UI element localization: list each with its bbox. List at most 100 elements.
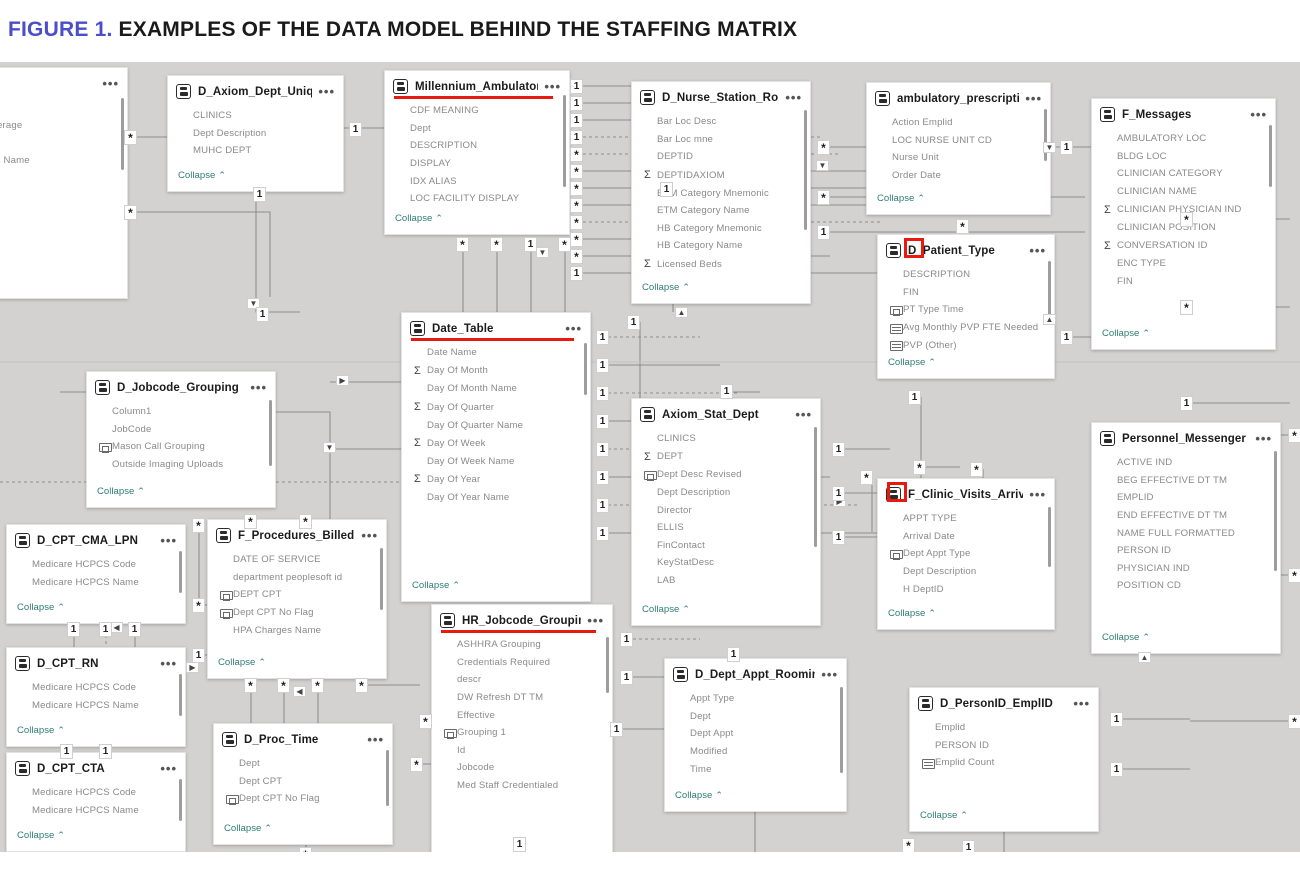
cardinality-badge-one[interactable]: 1	[596, 386, 609, 401]
table-more-menu-icon[interactable]: •••	[795, 406, 812, 422]
field-row[interactable]: PERSON ID	[910, 737, 1098, 755]
field-list-scrollbar[interactable]	[563, 95, 566, 187]
field-row[interactable]: Order Date	[867, 167, 1050, 185]
table-card-axiom_stat_dept[interactable]: Axiom_Stat_Dept ••• CLINICS DEPT Dept Desc R…	[631, 398, 821, 626]
cross-filter-arrow-left-icon[interactable]: ◀	[293, 686, 306, 697]
field-row[interactable]: Day Of Quarter	[402, 398, 590, 417]
cardinality-badge-one[interactable]: 1	[596, 470, 609, 485]
cardinality-badge-many[interactable]: *	[124, 130, 137, 145]
field-row[interactable]: ASHHRA Grouping	[432, 636, 612, 654]
table-card-odb[interactable]: _ODB ••• Group Group Average ter Name ent Ser…	[0, 67, 128, 299]
field-row[interactable]: BEG EFFECTIVE DT TM	[1092, 472, 1280, 490]
table-header[interactable]: D_CPT_CMA_LPN •••	[7, 525, 185, 552]
field-list-scrollbar[interactable]	[1048, 507, 1051, 567]
field-row[interactable]: Day Of Month	[402, 362, 590, 381]
cardinality-badge-many[interactable]: *	[817, 140, 830, 155]
table-more-menu-icon[interactable]: •••	[1029, 486, 1046, 502]
collapse-link[interactable]: Collapse ⌃	[632, 600, 698, 623]
collapse-link[interactable]: Collapse ⌃	[87, 482, 153, 505]
table-card-d_axiom_dept_unique[interactable]: D_Axiom_Dept_Unique ••• CLINICS Dept Descri…	[167, 75, 344, 192]
field-row[interactable]: CLINICIAN CATEGORY	[1092, 165, 1275, 183]
cross-filter-arrow-down-icon[interactable]: ▼	[323, 442, 336, 453]
field-list-scrollbar[interactable]	[179, 779, 182, 821]
field-list-scrollbar[interactable]	[1269, 125, 1272, 187]
table-more-menu-icon[interactable]: •••	[1029, 242, 1046, 258]
collapse-link[interactable]: Collapse ⌃	[878, 353, 944, 376]
cross-filter-arrow-right-icon[interactable]: ▶	[186, 662, 199, 673]
table-more-menu-icon[interactable]: •••	[1073, 695, 1090, 711]
field-row[interactable]: Dept	[385, 120, 569, 138]
table-more-menu-icon[interactable]: •••	[1250, 106, 1267, 122]
table-more-menu-icon[interactable]: •••	[785, 89, 802, 105]
cardinality-badge-many[interactable]: *	[970, 462, 983, 477]
table-card-d_proc_time[interactable]: D_Proc_Time ••• Dept Dept CPT Dept CPT No Fl…	[213, 723, 393, 845]
table-more-menu-icon[interactable]: •••	[250, 379, 267, 395]
table-card-d_cpt_rn[interactable]: D_CPT_RN ••• Medicare HCPCS Code Medicare H…	[6, 647, 186, 747]
field-row[interactable]: ELLIS	[632, 519, 820, 537]
field-row[interactable]: HPA Charges Name	[208, 621, 386, 639]
field-row[interactable]: END EFFECTIVE DT TM	[1092, 507, 1280, 525]
field-row[interactable]: DEPT CPT	[208, 586, 386, 604]
cardinality-badge-many[interactable]: *	[1180, 212, 1193, 227]
field-row[interactable]: Jobcode	[432, 759, 612, 777]
field-row[interactable]: department peoplesoft id	[208, 569, 386, 587]
field-row[interactable]: ent Series Name	[0, 152, 127, 170]
cardinality-badge-one[interactable]: 1	[570, 130, 583, 145]
field-row[interactable]: Dept Description	[632, 484, 820, 502]
field-row[interactable]: descr	[432, 671, 612, 689]
field-row[interactable]: DESCRIPTION	[878, 266, 1054, 284]
cardinality-badge-one[interactable]: 1	[610, 722, 623, 737]
collapse-link[interactable]: Collapse ⌃	[208, 653, 274, 676]
table-more-menu-icon[interactable]: •••	[587, 612, 604, 628]
cardinality-badge-one[interactable]: 1	[832, 530, 845, 545]
cardinality-badge-many[interactable]: *	[570, 215, 583, 230]
table-header[interactable]: F_Clinic_Visits_Arrived •••	[878, 479, 1054, 506]
field-row[interactable]: BLDG LOC	[1092, 148, 1275, 166]
field-list-scrollbar[interactable]	[179, 674, 182, 716]
cardinality-badge-one[interactable]: 1	[908, 390, 921, 405]
field-list-scrollbar[interactable]	[269, 400, 272, 466]
cross-filter-arrow-up-icon[interactable]: ▲	[1138, 652, 1151, 663]
cardinality-badge-one[interactable]: 1	[596, 330, 609, 345]
table-card-d_dept_appt_rooming[interactable]: D_Dept_Appt_Rooming ••• Appt Type Dept Dept …	[664, 658, 847, 812]
cardinality-badge-many[interactable]: *	[1288, 428, 1300, 443]
field-row[interactable]: Day Of Week Name	[402, 453, 590, 471]
field-row[interactable]: DEPTIDAXIOM	[632, 166, 810, 185]
table-more-menu-icon[interactable]: •••	[1025, 90, 1042, 106]
table-header[interactable]: Axiom_Stat_Dept •••	[632, 399, 820, 426]
cardinality-badge-one[interactable]: 1	[817, 225, 830, 240]
cardinality-badge-many[interactable]: *	[299, 514, 312, 529]
field-list-scrollbar[interactable]	[121, 98, 124, 170]
field-row[interactable]: Appt Type	[665, 690, 846, 708]
cardinality-badge-one[interactable]: 1	[1110, 762, 1123, 777]
field-list-scrollbar[interactable]	[386, 750, 389, 806]
field-row[interactable]: Day Of Year	[402, 470, 590, 489]
field-row[interactable]: Day Of Quarter Name	[402, 416, 590, 434]
field-row[interactable]: Action Emplid	[867, 114, 1050, 132]
cardinality-badge-one[interactable]: 1	[962, 840, 975, 852]
cross-filter-arrow-down-icon[interactable]: ▼	[1043, 142, 1056, 153]
table-more-menu-icon[interactable]: •••	[160, 655, 177, 671]
cardinality-badge-many[interactable]: *	[244, 678, 257, 693]
collapse-link[interactable]: Collapse ⌃	[168, 166, 234, 189]
collapse-link[interactable]: Collapse ⌃	[1092, 324, 1158, 347]
cardinality-badge-many[interactable]: *	[913, 460, 926, 475]
cardinality-badge-one[interactable]: 1	[570, 113, 583, 128]
cardinality-badge-one[interactable]: 1	[1060, 330, 1073, 345]
cardinality-badge-many[interactable]: *	[244, 514, 257, 529]
cardinality-badge-many[interactable]: *	[419, 714, 432, 729]
cardinality-badge-one[interactable]: 1	[660, 182, 673, 197]
field-row[interactable]: ENC TYPE	[1092, 255, 1275, 273]
collapse-link[interactable]: Collapse ⌃	[910, 806, 976, 829]
table-header[interactable]: D_Proc_Time •••	[214, 724, 392, 751]
cardinality-badge-many[interactable]: *	[355, 678, 368, 693]
field-list-scrollbar[interactable]	[1274, 451, 1277, 571]
cardinality-badge-one[interactable]: 1	[620, 632, 633, 647]
field-row[interactable]: HB Category Mnemonic	[632, 220, 810, 238]
field-row[interactable]: Dept Appt	[665, 725, 846, 743]
field-row[interactable]: Emplid	[910, 719, 1098, 737]
field-row[interactable]: Medicare HCPCS Name	[7, 802, 185, 820]
cardinality-badge-many[interactable]: *	[311, 678, 324, 693]
field-row[interactable]: Modified	[665, 743, 846, 761]
field-row[interactable]: Nurse Unit	[867, 149, 1050, 167]
